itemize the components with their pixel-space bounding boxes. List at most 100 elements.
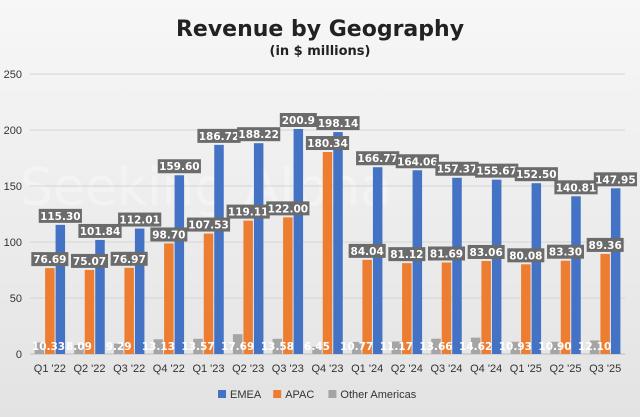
bar-apac xyxy=(362,259,372,354)
bar-apac xyxy=(441,262,452,354)
data-label-emea: 115.30 xyxy=(38,208,82,223)
data-label-box xyxy=(586,237,624,252)
bar-apac xyxy=(84,269,95,354)
bar-other-americas xyxy=(153,339,164,354)
data-label-text: 13.13 xyxy=(142,341,175,353)
bar-other-americas xyxy=(470,337,481,354)
data-label-other-americas: 13.57 xyxy=(181,341,214,353)
data-label-text: 76.69 xyxy=(33,254,66,266)
legend-label: Other Americas xyxy=(340,389,416,401)
bar-other-americas xyxy=(74,344,84,354)
data-label-text: 166.77 xyxy=(357,153,398,165)
data-label-box xyxy=(31,252,69,267)
data-label-apac: 76.69 xyxy=(31,252,69,267)
bar-apac xyxy=(164,243,174,354)
bar-emea xyxy=(531,183,542,354)
bar-apac xyxy=(243,220,253,354)
data-label-emea: 157.37 xyxy=(435,161,479,176)
bar-apac xyxy=(322,152,333,354)
data-label-box xyxy=(118,212,162,227)
data-label-text: 80.08 xyxy=(509,250,542,262)
bar-emea xyxy=(174,175,185,354)
data-label-box xyxy=(467,244,505,259)
x-tick-label: Q4 '24 xyxy=(470,363,502,375)
bar-emea xyxy=(293,128,304,354)
data-label-emea: 155.67 xyxy=(475,163,519,178)
y-axis: 0 50 100 150 200 250 xyxy=(4,69,22,361)
x-tick-label: Q2 '23 xyxy=(232,363,264,375)
bar-emea xyxy=(134,228,145,354)
bar-other-americas xyxy=(113,343,124,354)
bar-emea xyxy=(333,132,343,354)
data-label-emea: 159.60 xyxy=(157,159,201,174)
x-axis: Q1 '22 Q2 '22 Q3 '22 Q4 '22 Q1 '23 Q2 '23 Q3 '… xyxy=(34,363,621,375)
data-label-emea: 152.50 xyxy=(514,167,558,182)
bar-apac xyxy=(521,264,531,354)
bar-other-americas xyxy=(510,341,521,354)
data-label-text: 11.17 xyxy=(380,341,413,353)
data-label-emea: 140.81 xyxy=(554,180,598,195)
data-label-box xyxy=(348,243,386,258)
bar-emea xyxy=(571,196,581,354)
data-label-apac: 98.70 xyxy=(150,227,188,242)
data-label-box xyxy=(435,161,479,176)
data-label-other-americas: 10.93 xyxy=(499,341,532,353)
data-label-emea: 112.01 xyxy=(118,212,162,227)
y-tick-label: 200 xyxy=(4,125,22,137)
data-label-box xyxy=(266,201,310,216)
y-tick-label: 50 xyxy=(10,293,22,305)
data-label-apac: 75.07 xyxy=(71,253,108,268)
data-label-text: 164.06 xyxy=(397,156,438,168)
x-tick-label: Q1 '25 xyxy=(510,363,542,375)
bar-emea xyxy=(610,188,621,354)
data-label-text: 152.50 xyxy=(516,169,557,181)
x-tick-label: Q1 '22 xyxy=(34,363,66,375)
data-label-box xyxy=(186,217,231,232)
data-label-emea: 147.95 xyxy=(593,172,637,187)
data-label-other-americas: 13.58 xyxy=(261,341,294,353)
data-label-box xyxy=(237,127,281,142)
data-label-text: 12.10 xyxy=(578,341,611,353)
data-label-text: 13.66 xyxy=(419,341,452,353)
y-tick-label: 150 xyxy=(4,181,22,193)
data-label-text: 6.45 xyxy=(304,341,330,353)
data-label-box xyxy=(316,116,360,131)
data-label-box xyxy=(428,246,465,261)
y-tick-label: 100 xyxy=(4,237,22,249)
x-tick-label: Q1 '23 xyxy=(192,363,224,375)
data-label-other-americas: 6.45 xyxy=(304,341,330,353)
data-label-box xyxy=(150,227,188,242)
data-label-text: 115.30 xyxy=(40,211,81,223)
data-label-other-americas: 9.29 xyxy=(106,341,132,353)
data-label-other-americas: 12.10 xyxy=(578,341,611,353)
bar-other-americas xyxy=(272,338,283,354)
data-label-emea: 166.77 xyxy=(356,151,400,166)
data-label-text: 10.77 xyxy=(340,341,373,353)
data-label-text: 159.60 xyxy=(159,161,200,173)
legend: EMEA APAC Other Americas xyxy=(218,389,417,401)
data-label-box xyxy=(356,151,400,166)
data-label-text: 140.81 xyxy=(556,182,597,194)
data-label-text: 198.14 xyxy=(318,118,359,130)
data-label-text: 83.06 xyxy=(470,247,503,259)
data-label-emea: 198.14 xyxy=(316,116,360,131)
bar-emea xyxy=(253,143,264,354)
data-label-other-americas: 14.62 xyxy=(459,341,492,353)
data-label-apac: 81.12 xyxy=(388,247,426,262)
bars xyxy=(34,128,621,354)
bar-emea xyxy=(452,177,462,354)
data-label-emea: 186.72 xyxy=(197,128,241,143)
data-label-box xyxy=(110,251,148,266)
bar-other-americas xyxy=(232,334,243,354)
bar-other-americas xyxy=(589,340,600,354)
data-label-text: 200.9 xyxy=(282,115,315,127)
data-label-text: 119.11 xyxy=(228,207,269,219)
x-tick-label: Q3 '23 xyxy=(272,363,304,375)
bar-other-americas xyxy=(312,346,322,354)
data-label-apac: 84.04 xyxy=(348,243,386,258)
data-label-apac: 83.06 xyxy=(467,244,505,259)
legend-label: APAC xyxy=(285,389,314,401)
data-label-box xyxy=(279,112,317,127)
x-tick-label: Q1 '24 xyxy=(351,363,383,375)
data-label-box xyxy=(305,136,350,151)
